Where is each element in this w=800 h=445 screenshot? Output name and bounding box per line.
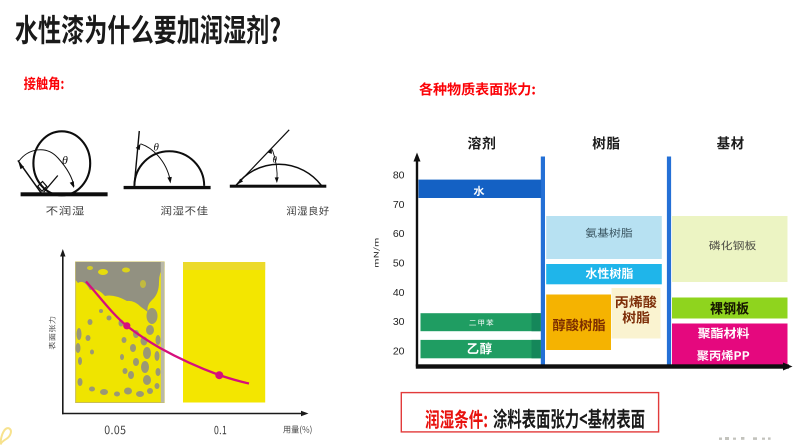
svg-text:20: 20 [393, 346, 405, 358]
svg-text:θ: θ [62, 153, 68, 167]
svg-text:60: 60 [393, 228, 405, 240]
svg-text:80: 80 [393, 170, 405, 182]
svg-text:70: 70 [393, 199, 405, 211]
svg-text:30: 30 [393, 316, 405, 328]
svg-text:θ: θ [273, 155, 278, 165]
svg-text:50: 50 [393, 258, 405, 270]
svg-text:θ: θ [154, 142, 160, 154]
svg-text:40: 40 [393, 287, 405, 299]
